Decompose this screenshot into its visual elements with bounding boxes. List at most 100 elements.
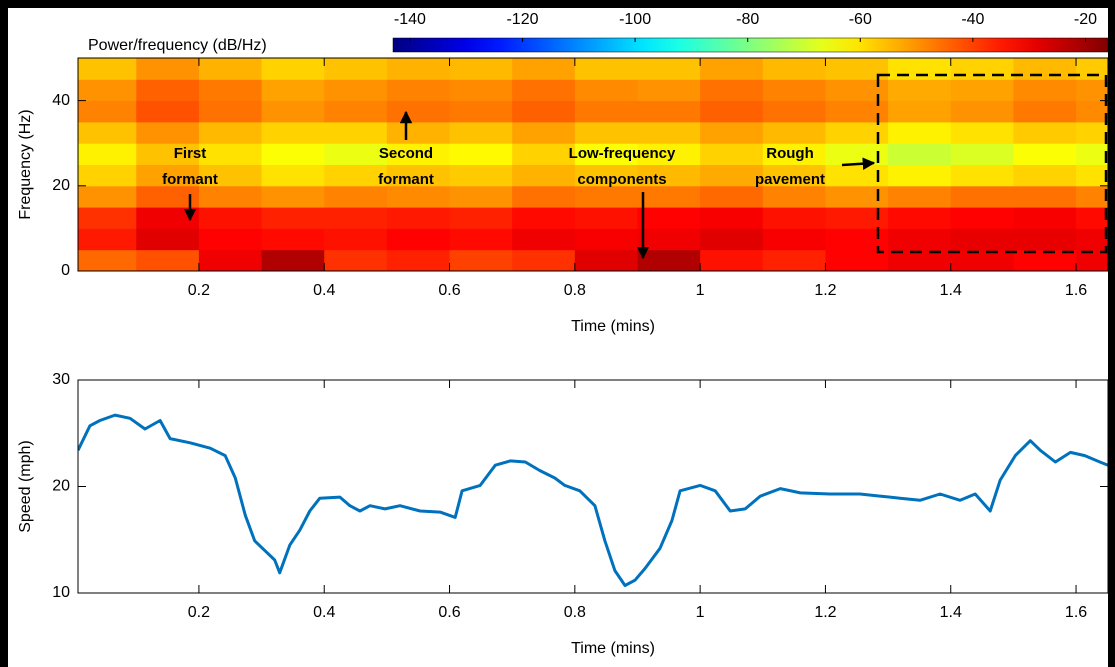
heat-cell: [888, 100, 952, 123]
annotation: formant: [162, 171, 218, 188]
heat-cell: [574, 249, 638, 271]
heat-cell: [386, 143, 451, 165]
heat-cell: [261, 58, 325, 80]
heat-cell: [136, 100, 200, 123]
annotation: components: [577, 171, 666, 188]
y-axis-label: Frequency (Hz): [17, 109, 34, 219]
heat-cell: [1013, 185, 1077, 208]
heat-cell: [78, 207, 137, 229]
heat-cell: [261, 228, 325, 251]
overlay: First formant Second formant Low-frequency co…: [162, 73, 1108, 260]
heat-cell: [825, 207, 889, 229]
heat-cell: [825, 228, 889, 251]
heat-cell: [950, 58, 1014, 80]
x-tick-label: 1.6: [1065, 282, 1087, 299]
colorbar-tick-label: -140: [394, 11, 426, 28]
heat-cell: [950, 164, 1014, 187]
heat-cell: [512, 207, 576, 229]
heat-cell: [1013, 143, 1077, 165]
heat-cell: [261, 185, 325, 208]
heat-cell: [950, 143, 1014, 165]
x-axis-label: Time (mins): [571, 318, 655, 335]
region-box: [876, 73, 1108, 254]
heat-cell: [198, 58, 263, 80]
x-tick-label: 1.4: [940, 604, 962, 621]
heat-cell: [574, 207, 638, 229]
heat-cell: [700, 58, 764, 80]
colorbar-tick-label: -100: [619, 11, 651, 28]
heat-cell: [762, 185, 826, 208]
heat-cell: [888, 121, 952, 144]
heat-cell: [198, 100, 263, 123]
x-tick-label: 0.4: [313, 604, 335, 621]
heat-cell: [78, 143, 137, 165]
axes-box: [77, 57, 1109, 272]
heatmap: [78, 58, 1108, 271]
heat-cell: [700, 185, 764, 208]
heat-cell: [386, 207, 451, 229]
y-tick-label: 20: [52, 177, 70, 194]
heat-cell: [386, 228, 451, 251]
heat-cell: [198, 121, 263, 144]
heat-cell: [637, 164, 701, 187]
annotation: Rough: [766, 145, 813, 162]
heat-cell: [574, 100, 638, 123]
heat-cell: [1076, 249, 1108, 271]
heat-cell: [762, 143, 826, 165]
heat-cell: [78, 58, 137, 80]
heat-cell: [78, 79, 137, 102]
heat-cell: [700, 121, 764, 144]
heat-cell: [1076, 185, 1108, 208]
heat-cell: [136, 249, 200, 271]
heat-cell: [136, 185, 200, 208]
heat-cell: [825, 79, 889, 102]
heat-cell: [324, 100, 388, 123]
heat-cell: [1076, 79, 1108, 102]
heat-cell: [637, 249, 701, 271]
x-tick-label: 1: [696, 604, 705, 621]
heat-cell: [386, 164, 451, 187]
heat-cell: [324, 121, 388, 144]
heat-cell: [700, 249, 764, 271]
heat-cell: [261, 143, 325, 165]
heat-cell: [198, 143, 263, 165]
heat-cell: [324, 249, 388, 271]
x-tick-label: 0.8: [564, 282, 586, 299]
x-tick-label: 0.6: [438, 282, 460, 299]
heat-cell: [888, 58, 952, 80]
heat-cell: [825, 249, 889, 271]
heat-cell: [324, 79, 388, 102]
heat-cell: [449, 228, 513, 251]
heat-cell: [136, 207, 200, 229]
x-tick-label: 0.2: [188, 604, 210, 621]
annotation: formant: [378, 171, 434, 188]
heat-cell: [449, 79, 513, 102]
heat-cell: [700, 143, 764, 165]
heat-cell: [78, 164, 137, 187]
heat-cell: [762, 164, 826, 187]
colorbar-tick-label: -40: [961, 11, 984, 28]
heat-cell: [825, 58, 889, 80]
heat-cell: [1013, 228, 1077, 251]
heat-cell: [261, 100, 325, 123]
heat-cell: [386, 100, 451, 123]
heat-cell: [198, 207, 263, 229]
heat-cell: [888, 164, 952, 187]
heat-cell: [888, 228, 952, 251]
heat-cell: [637, 185, 701, 208]
heat-cell: [136, 58, 200, 80]
heat-cell: [198, 164, 263, 187]
colorbar-tick-label: -20: [1074, 11, 1097, 28]
y-tick-label: 20: [52, 478, 70, 495]
heat-cell: [762, 228, 826, 251]
heat-cell: [1013, 164, 1077, 187]
x-tick-label: 0.2: [188, 282, 210, 299]
heat-cell: [136, 164, 200, 187]
heat-cell: [950, 121, 1014, 144]
x-tick-label: 1.4: [940, 282, 962, 299]
heat-cell: [1013, 121, 1077, 144]
annotation: Low-frequency: [569, 145, 676, 162]
heat-cell: [512, 185, 576, 208]
heat-cell: [637, 228, 701, 251]
heat-cell: [574, 185, 638, 208]
